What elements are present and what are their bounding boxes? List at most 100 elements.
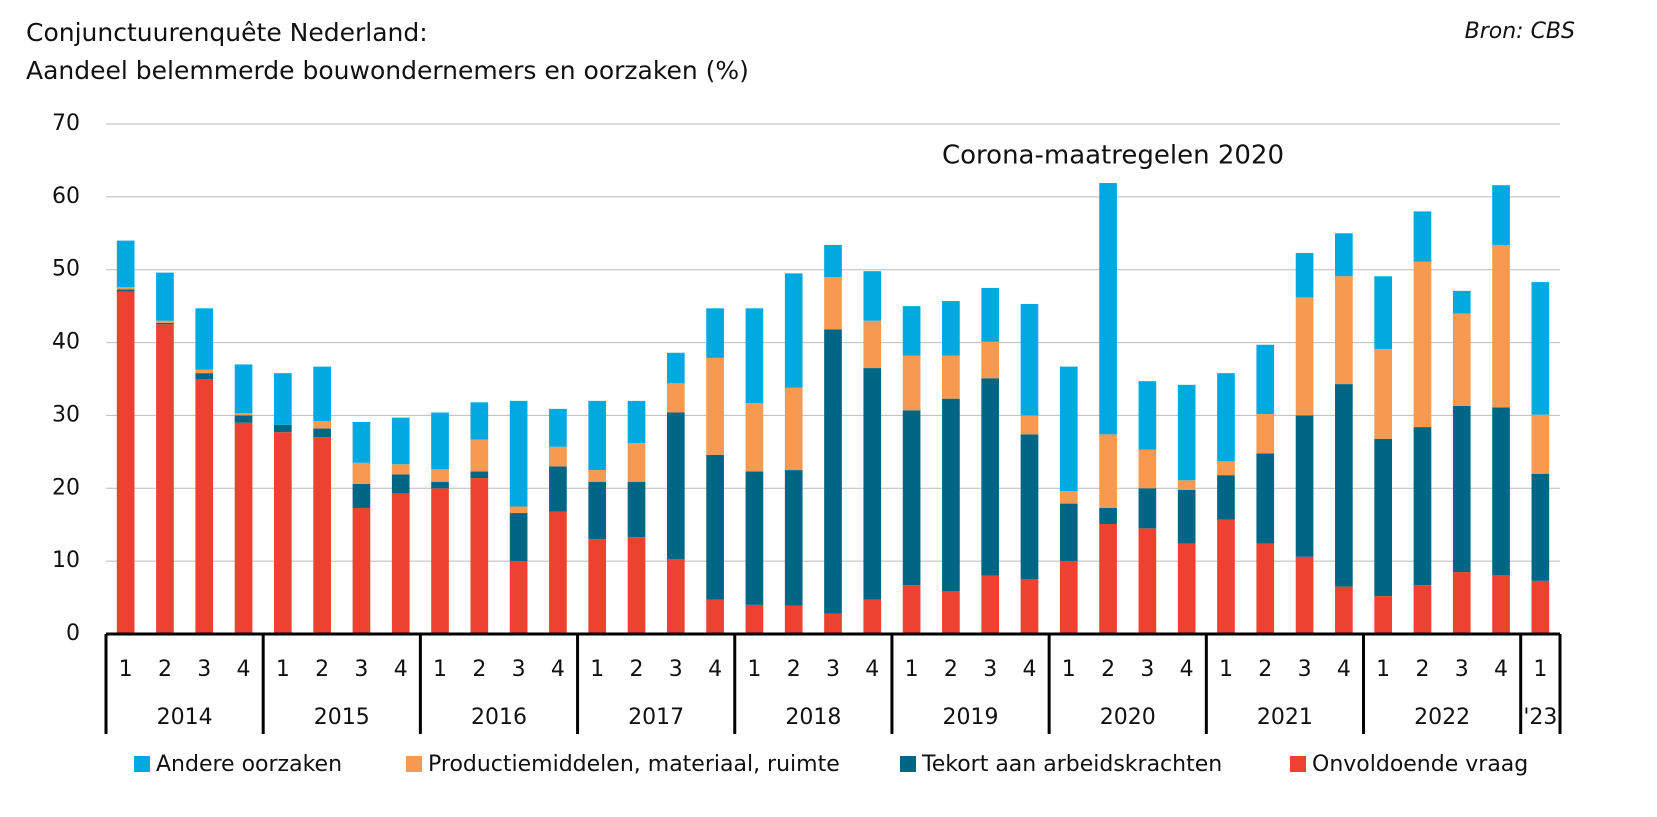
x-tick-label: 3 xyxy=(826,657,840,682)
bar-segment xyxy=(273,373,292,425)
y-tick-label: 60 xyxy=(52,184,80,209)
chart-title: Conjunctuurenquête Nederland: xyxy=(26,18,428,47)
bar-segment xyxy=(470,471,489,479)
x-tick-label: 3 xyxy=(512,657,526,682)
x-tick-label: 4 xyxy=(237,657,251,682)
bar-segment xyxy=(1492,574,1510,634)
bar-segment xyxy=(1177,543,1196,634)
legend-swatch xyxy=(1290,756,1306,772)
bar-segment xyxy=(195,379,214,634)
bar-segment xyxy=(1413,585,1432,634)
legend-swatch xyxy=(406,756,422,772)
bar-segment xyxy=(1138,488,1157,529)
bar-segment xyxy=(1374,438,1393,597)
bar-segment xyxy=(1492,244,1510,408)
bar-segment xyxy=(1099,523,1117,634)
x-tick-label: 2 xyxy=(630,657,644,682)
bar-segment xyxy=(1413,427,1432,586)
year-label: 2020 xyxy=(1100,705,1156,730)
bar-segment xyxy=(902,355,921,411)
x-tick-label: 3 xyxy=(354,657,368,682)
bar-segment xyxy=(942,355,960,399)
bar-segment xyxy=(313,437,331,634)
bar-segment xyxy=(981,575,1000,634)
bar-segment xyxy=(627,443,646,482)
bar-segment xyxy=(627,400,646,444)
bar-segment xyxy=(549,511,567,634)
x-tick-label: 3 xyxy=(669,657,683,682)
x-tick-label: 4 xyxy=(551,657,565,682)
x-tick-label: 2 xyxy=(472,657,486,682)
bar-segment xyxy=(431,481,449,489)
x-tick-label: 4 xyxy=(865,657,879,682)
bar-segment xyxy=(273,432,292,634)
x-tick-label: 1 xyxy=(1533,657,1547,682)
bar-segment xyxy=(745,604,764,634)
bar-segment xyxy=(549,466,567,512)
bar-segment xyxy=(981,378,1000,576)
bar-segment xyxy=(745,308,764,404)
x-tick-label: 1 xyxy=(1062,657,1076,682)
bar-segment xyxy=(1452,572,1471,634)
year-label: 2021 xyxy=(1257,705,1313,730)
bar-segment xyxy=(942,591,960,634)
x-tick-label: 2 xyxy=(158,657,172,682)
bar-segment xyxy=(1059,561,1078,634)
bar-segment xyxy=(156,320,174,323)
bar-segment xyxy=(863,320,882,369)
bar-segment xyxy=(1374,596,1393,634)
bar-segment xyxy=(391,464,410,475)
bar-segment xyxy=(509,561,528,634)
bar-segment xyxy=(745,403,764,472)
bar-segment xyxy=(1531,414,1550,474)
x-tick-label: 3 xyxy=(983,657,997,682)
bar-segment xyxy=(1177,480,1196,490)
bar-segment xyxy=(116,291,135,634)
bar-segment xyxy=(1295,415,1314,557)
bar-segment xyxy=(824,244,842,277)
legend-label: Andere oorzaken xyxy=(156,752,342,777)
bar-segment xyxy=(1531,282,1550,415)
bar-segment xyxy=(470,439,489,472)
y-tick-label: 70 xyxy=(52,111,80,136)
x-tick-label: 2 xyxy=(1101,657,1115,682)
bar-segment xyxy=(784,605,803,634)
x-tick-label: 1 xyxy=(1219,657,1233,682)
year-label: 2018 xyxy=(785,705,841,730)
x-tick-label: 4 xyxy=(1494,657,1508,682)
bar-segment xyxy=(824,613,842,634)
bar-segment xyxy=(273,424,292,433)
x-tick-label: 1 xyxy=(119,657,133,682)
bar-segment xyxy=(824,277,842,330)
bar-segment xyxy=(706,599,724,634)
chart-subtitle: Aandeel belemmerde bouwondernemers en oo… xyxy=(26,56,749,85)
x-tick-label: 4 xyxy=(708,657,722,682)
bar-segment xyxy=(1256,453,1275,544)
bar-segment xyxy=(706,357,724,455)
y-tick-label: 20 xyxy=(52,475,80,500)
year-label: 2017 xyxy=(628,705,684,730)
bar-segment xyxy=(549,408,567,447)
y-tick-label: 30 xyxy=(52,402,80,427)
x-tick-label: 2 xyxy=(1415,657,1429,682)
y-tick-label: 40 xyxy=(52,330,80,355)
bar-segment xyxy=(352,507,371,634)
bar-segment xyxy=(863,271,882,321)
x-tick-label: 4 xyxy=(394,657,408,682)
bar-segment xyxy=(666,383,685,413)
bar-segment xyxy=(902,585,921,634)
legend-label: Onvoldoende vraag xyxy=(1312,752,1528,777)
bar-segment xyxy=(627,481,646,538)
bar-segment xyxy=(1295,556,1314,634)
annotation: Corona-maatregelen 2020 xyxy=(942,141,1284,171)
legend-label: Tekort aan arbeidskrachten xyxy=(921,752,1222,777)
bar-segment xyxy=(981,341,1000,379)
bar-segment xyxy=(234,413,253,416)
bar-segment xyxy=(666,558,685,634)
x-tick-label: 3 xyxy=(1140,657,1154,682)
x-tick-label: 1 xyxy=(590,657,604,682)
bar-segment xyxy=(1374,276,1393,350)
x-tick-label: 1 xyxy=(747,657,761,682)
bar-segment xyxy=(627,537,646,634)
